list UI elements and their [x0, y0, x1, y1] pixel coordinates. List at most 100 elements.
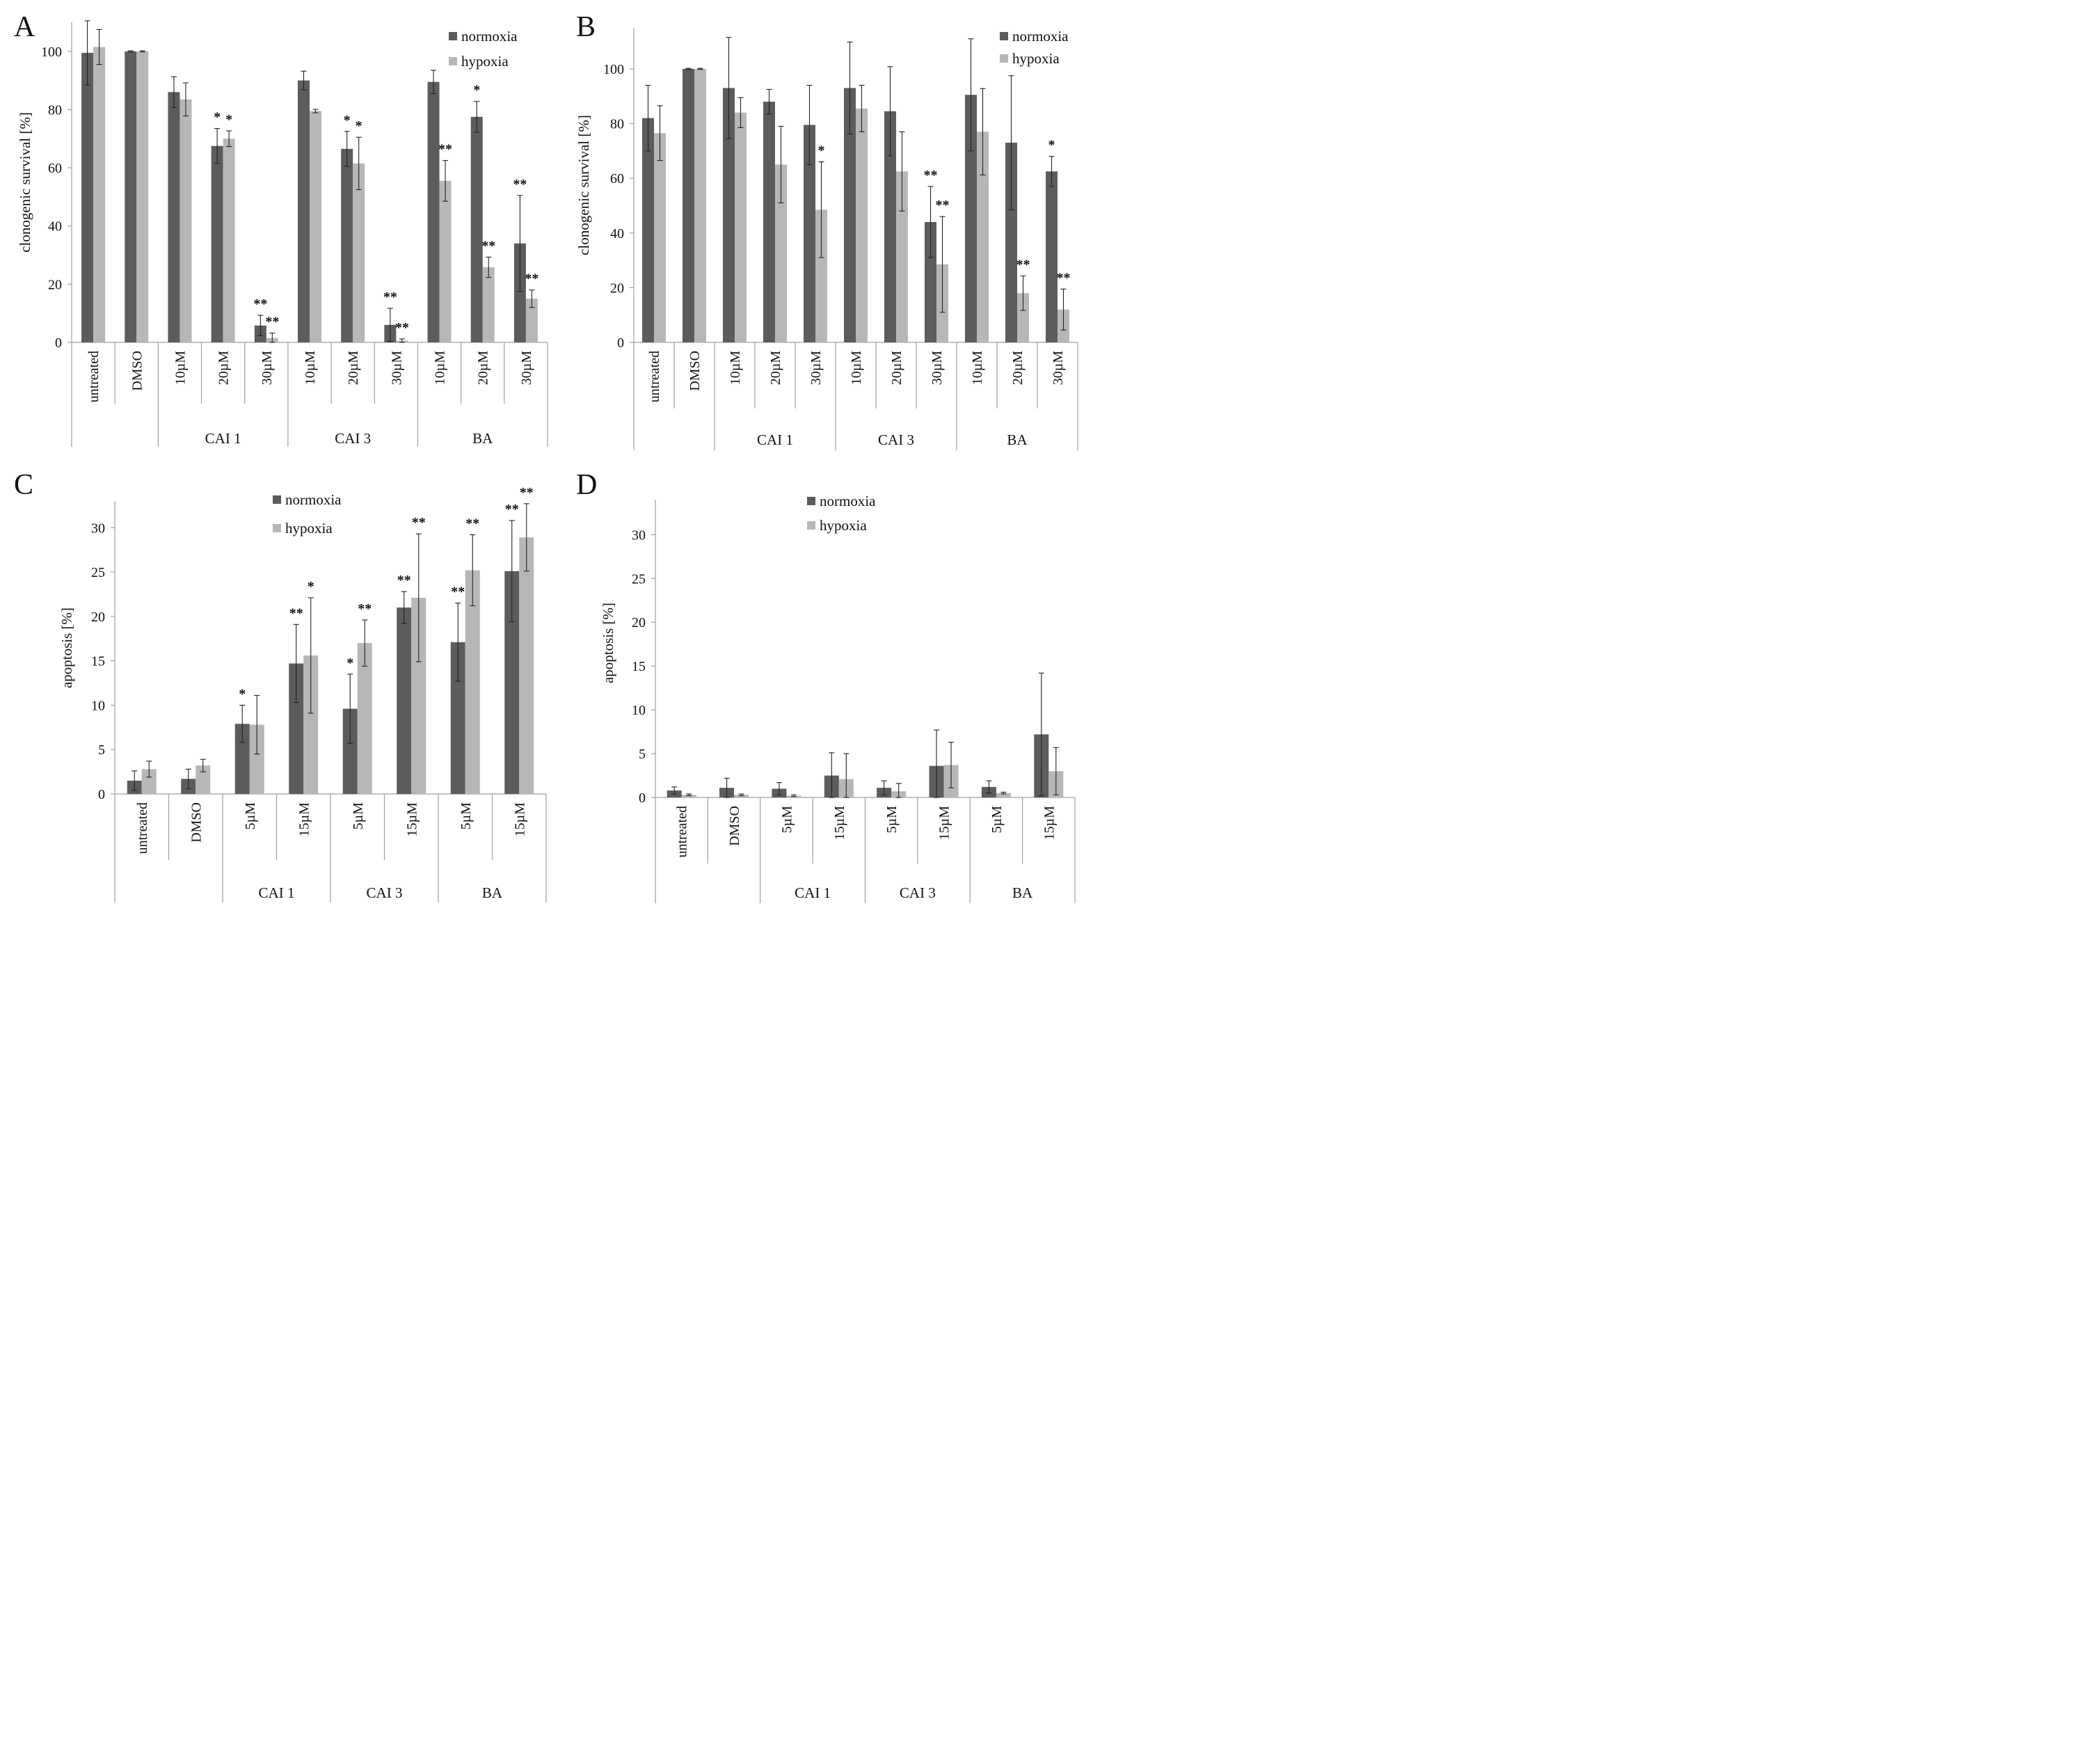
- y-tick-label: 20: [48, 277, 62, 292]
- bar-normoxia-3: [289, 663, 304, 794]
- y-tick-label: 15: [632, 659, 646, 674]
- bar-hypoxia-0: [681, 795, 696, 797]
- bar-hypoxia-2: [249, 724, 264, 794]
- group-label: CAI 1: [795, 884, 831, 901]
- bar-hypoxia-0: [654, 133, 666, 343]
- bar-hypoxia-10: [525, 299, 538, 342]
- significance-marker: *: [346, 655, 353, 671]
- panel-letter: A: [14, 11, 35, 43]
- legend-label-normoxia: normoxia: [285, 491, 342, 508]
- y-tick-label: 10: [91, 698, 105, 713]
- significance-marker: **: [465, 516, 479, 531]
- y-tick-label: 60: [48, 161, 62, 176]
- bar-hypoxia-0: [141, 769, 157, 794]
- significance-marker: *: [1048, 138, 1055, 153]
- x-tick-label: 20µM: [216, 351, 232, 386]
- x-tick-label: 5µM: [989, 806, 1005, 834]
- x-tick-label: 5µM: [458, 802, 474, 830]
- significance-marker: **: [924, 168, 938, 183]
- legend-swatch-normoxia: [807, 497, 815, 505]
- significance-marker: **: [936, 198, 950, 213]
- bar-normoxia-6: [450, 642, 465, 794]
- legend-label-normoxia: normoxia: [1012, 28, 1069, 45]
- significance-marker: **: [451, 585, 465, 600]
- bar-hypoxia-5: [856, 108, 868, 343]
- x-tick-label: 20µM: [768, 351, 783, 386]
- bar-hypoxia-5: [411, 598, 426, 794]
- significance-marker: **: [520, 485, 534, 500]
- x-tick-label: 5µM: [351, 802, 366, 830]
- x-tick-label: 30µM: [260, 351, 275, 386]
- y-tick-label: 0: [55, 335, 62, 351]
- group-label: CAI 3: [900, 884, 936, 901]
- x-tick-label: untreated: [135, 802, 150, 854]
- bar-normoxia-2: [168, 92, 180, 342]
- bar-normoxia-5: [397, 607, 412, 794]
- bar-hypoxia-3: [775, 164, 787, 342]
- legend-swatch-hypoxia: [449, 57, 457, 65]
- y-axis-label: apoptosis [%]: [600, 603, 616, 683]
- x-tick-label: 5µM: [779, 806, 795, 834]
- bar-hypoxia-6: [896, 171, 908, 342]
- bar-hypoxia-6: [465, 570, 480, 794]
- x-tick-label: 15µM: [512, 802, 527, 837]
- bar-hypoxia-4: [815, 209, 827, 342]
- significance-marker: **: [438, 142, 452, 157]
- x-tick-label: DMSO: [189, 802, 204, 843]
- y-tick-label: 25: [632, 571, 646, 587]
- legend-label-normoxia: normoxia: [820, 493, 876, 509]
- bar-normoxia-1: [125, 51, 137, 343]
- bar-hypoxia-5: [310, 111, 321, 342]
- significance-marker: **: [395, 320, 409, 335]
- panel-letter: B: [576, 11, 596, 43]
- bar-normoxia-10: [1046, 171, 1058, 342]
- bar-hypoxia-4: [357, 643, 372, 794]
- bar-hypoxia-0: [93, 47, 106, 342]
- legend-swatch-normoxia: [449, 32, 457, 40]
- bar-normoxia-3: [211, 145, 223, 342]
- significance-marker: **: [1016, 257, 1030, 272]
- y-tick-label: 15: [91, 654, 105, 669]
- legend-swatch-normoxia: [1000, 32, 1008, 40]
- x-tick-label: 20µM: [346, 351, 361, 386]
- x-tick-label: 10µM: [849, 351, 864, 386]
- group-label: CAI 3: [335, 430, 371, 447]
- x-tick-label: 30µM: [389, 351, 404, 386]
- bar-hypoxia-2: [180, 99, 192, 342]
- y-axis-label: apoptosis [%]: [58, 607, 75, 688]
- legend-swatch-hypoxia: [1000, 54, 1008, 63]
- group-label: CAI 3: [367, 884, 403, 901]
- bar-hypoxia-6: [996, 793, 1011, 797]
- significance-marker: **: [525, 271, 539, 287]
- legend-swatch-hypoxia: [273, 524, 281, 532]
- x-tick-label: untreated: [86, 351, 102, 402]
- x-tick-label: untreated: [675, 806, 690, 857]
- significance-marker: *: [818, 143, 825, 159]
- x-tick-label: 10µM: [970, 351, 985, 386]
- y-tick-label: 80: [610, 117, 624, 132]
- x-tick-label: 10µM: [728, 351, 743, 386]
- group-label: BA: [472, 430, 493, 447]
- y-tick-label: 0: [639, 790, 646, 806]
- x-tick-label: 30µM: [808, 351, 824, 386]
- y-tick-label: 0: [617, 335, 624, 351]
- y-tick-label: 30: [91, 521, 105, 536]
- bar-hypoxia-3: [303, 655, 319, 794]
- significance-marker: **: [505, 502, 519, 517]
- significance-marker: **: [358, 601, 372, 617]
- y-tick-label: 80: [48, 102, 62, 118]
- y-axis-label: clonogenic survival [%]: [17, 112, 33, 253]
- significance-marker: *: [308, 579, 314, 594]
- significance-marker: **: [253, 296, 267, 312]
- significance-marker: *: [344, 113, 351, 128]
- bar-normoxia-4: [804, 125, 815, 342]
- group-label: BA: [1007, 431, 1028, 448]
- group-label: BA: [482, 884, 503, 901]
- x-tick-label: 10µM: [303, 351, 318, 386]
- legend-label-hypoxia: hypoxia: [285, 520, 333, 537]
- legend-label-hypoxia: hypoxia: [1012, 50, 1060, 67]
- x-tick-label: 30µM: [519, 351, 534, 386]
